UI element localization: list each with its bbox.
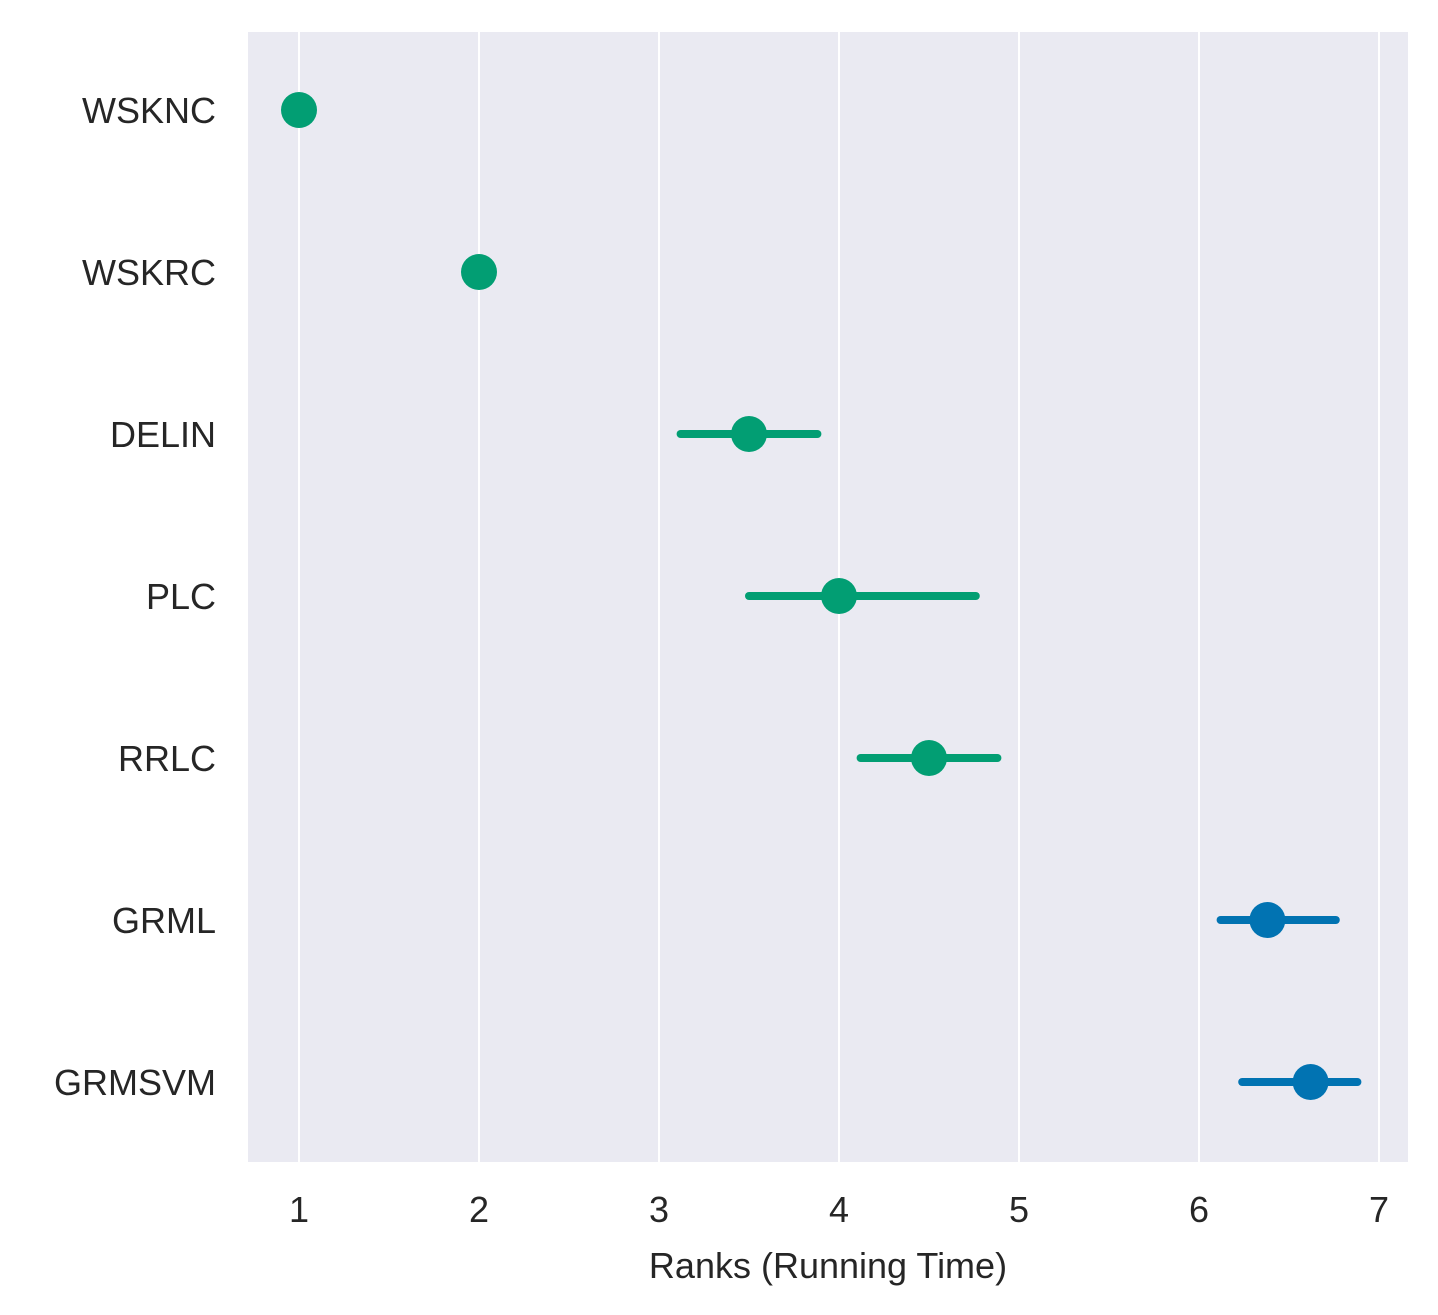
- x-axis-label: Ranks (Running Time): [649, 1245, 1007, 1286]
- x-tick-label-3: 3: [649, 1189, 669, 1230]
- y-tick-label-plc: PLC: [146, 576, 216, 617]
- x-tick-label-2: 2: [469, 1189, 489, 1230]
- y-tick-label-grmsvm: GRMSVM: [54, 1062, 216, 1103]
- x-tick-labels: 1 2 3 4 5 6 7: [289, 1189, 1389, 1230]
- y-tick-label-wsknc: WSKNC: [82, 90, 216, 131]
- grid-lines: [298, 32, 1380, 1162]
- y-tick-label-wskrc: WSKRC: [82, 252, 216, 293]
- point-grmsvm: [1292, 1064, 1329, 1100]
- y-tick-labels: WSKNC WSKRC DELIN PLC RRLC GRML GRMSVM: [54, 90, 216, 1103]
- x-tick-label-7: 7: [1369, 1189, 1389, 1230]
- y-tick-label-rrlc: RRLC: [118, 738, 216, 779]
- y-tick-label-grml: GRML: [112, 900, 216, 941]
- point-wskrc: [461, 254, 497, 290]
- point-delin: [731, 416, 767, 452]
- point-grml: [1249, 902, 1286, 938]
- point-plc: [821, 578, 857, 614]
- x-tick-label-1: 1: [289, 1189, 309, 1230]
- points: [281, 92, 1329, 1100]
- x-tick-label-4: 4: [829, 1189, 849, 1230]
- y-tick-label-delin: DELIN: [110, 414, 216, 455]
- x-tick-label-5: 5: [1009, 1189, 1029, 1230]
- point-rrlc: [911, 740, 947, 776]
- point-wsknc: [281, 92, 317, 128]
- x-tick-label-6: 6: [1189, 1189, 1209, 1230]
